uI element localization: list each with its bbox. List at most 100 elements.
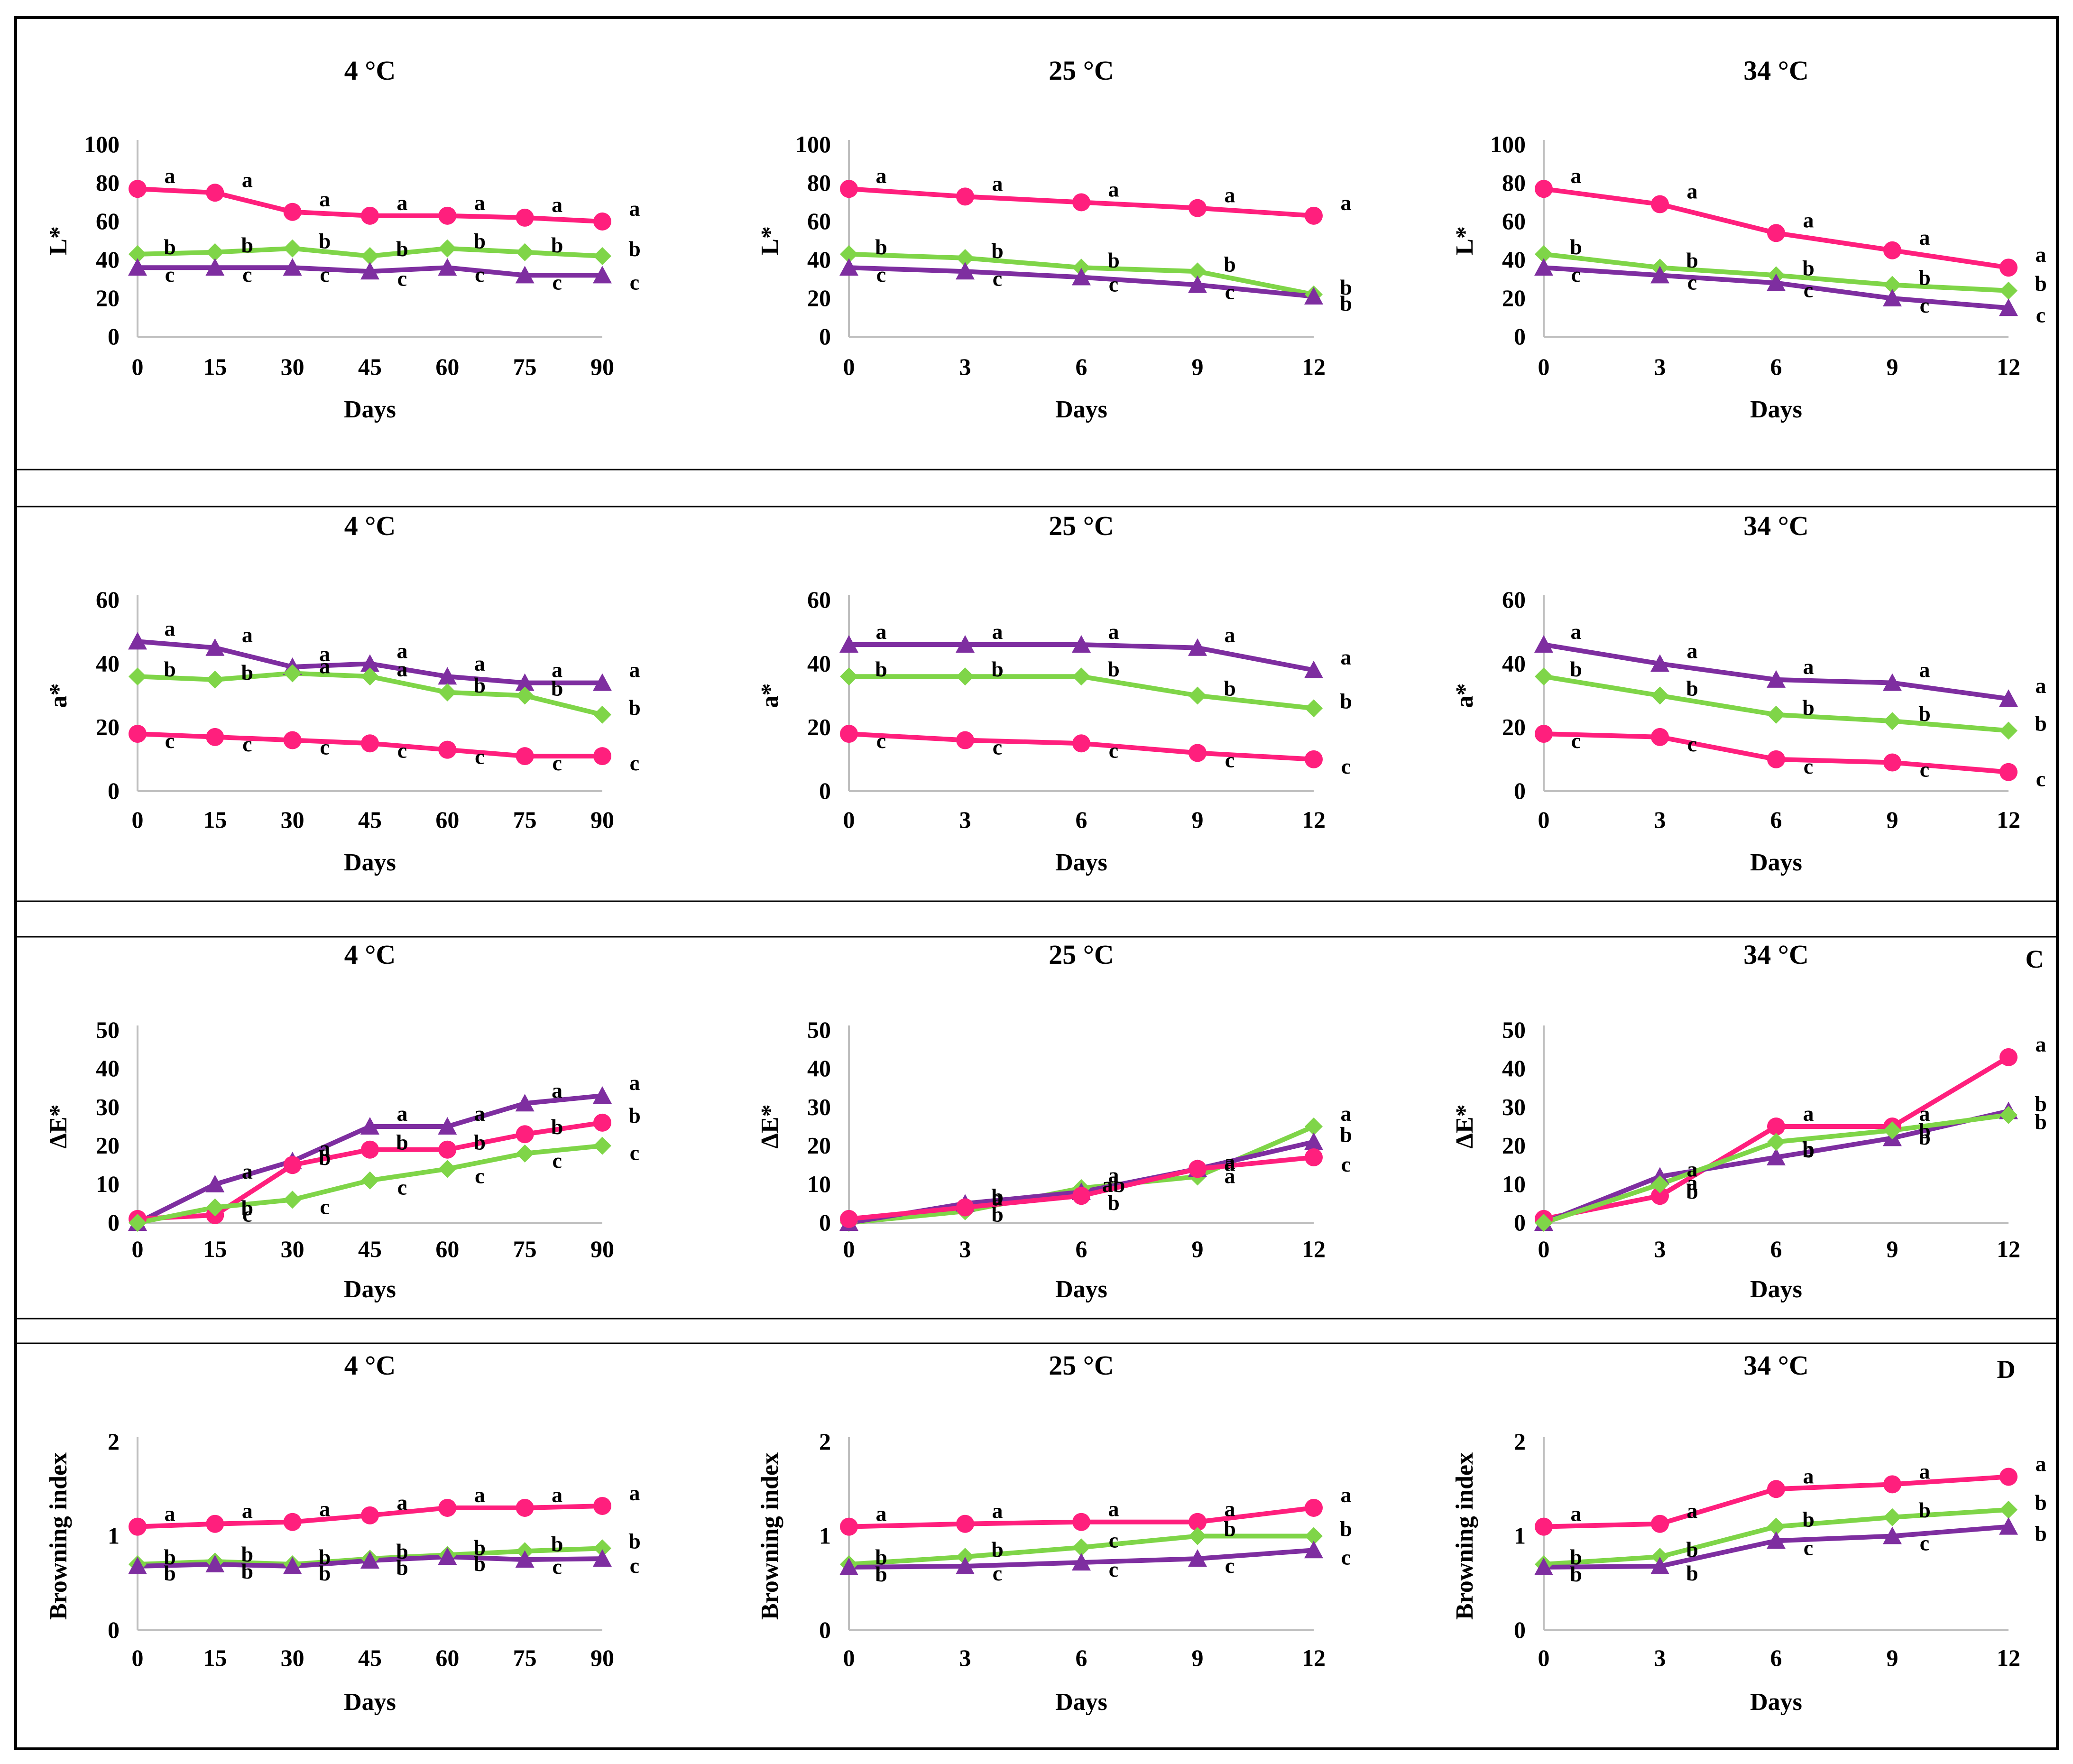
significance-letter: a — [2036, 1451, 2046, 1476]
significance-letter: b — [396, 1555, 408, 1579]
data-point — [1535, 1517, 1553, 1536]
significance-letter: b — [1107, 248, 1120, 272]
x-tick-label: 9 — [1887, 353, 1898, 380]
y-tick-label: 20 — [96, 285, 120, 311]
data-point — [360, 1117, 379, 1135]
data-point — [593, 212, 611, 231]
x-tick-label: 30 — [281, 806, 304, 833]
data-point — [1188, 638, 1207, 656]
significance-letter: a — [992, 171, 1003, 195]
significance-letter: b — [1340, 1122, 1352, 1146]
data-point — [1767, 1118, 1785, 1136]
significance-letter: b — [551, 233, 563, 257]
data-point — [1305, 750, 1323, 768]
data-point — [956, 731, 974, 749]
significance-letter: a — [1341, 191, 1352, 215]
x-tick-label: 9 — [1192, 1236, 1204, 1262]
data-point — [129, 1517, 147, 1536]
x-tick-label: 3 — [959, 1644, 971, 1671]
significance-letter: b — [1224, 676, 1236, 701]
data-point — [360, 262, 379, 280]
y-tick-label: 2 — [1514, 1428, 1526, 1455]
data-point — [1305, 1118, 1323, 1136]
significance-letter: b — [2035, 271, 2047, 296]
data-point — [593, 1549, 612, 1567]
data-point — [515, 266, 534, 284]
significance-letter: c — [475, 262, 484, 286]
y-tick-label: 10 — [807, 1171, 831, 1197]
significance-letter: b — [241, 233, 254, 257]
y-tick-label: 40 — [1502, 246, 1526, 273]
data-point — [593, 1539, 611, 1558]
data-point — [515, 673, 534, 691]
data-point — [206, 243, 224, 261]
data-point — [283, 731, 302, 749]
data-point — [839, 258, 858, 276]
significance-letter: b — [396, 1130, 408, 1154]
y-axis-label: a* — [45, 683, 72, 708]
chart-title: 34 °C — [1743, 510, 1809, 541]
significance-letter: b — [628, 1529, 641, 1553]
significance-letter: b — [474, 673, 486, 697]
significance-letter: b — [241, 1196, 254, 1220]
significance-letter: b — [319, 229, 331, 253]
significance-letter: a — [1108, 177, 1119, 202]
data-point — [361, 734, 379, 753]
data-point — [593, 1136, 611, 1155]
chart-title: 25 °C — [1049, 510, 1114, 541]
significance-letter: b — [164, 235, 176, 259]
y-tick-label: 20 — [96, 714, 120, 740]
chart-title: 34 °C — [1743, 1350, 1809, 1381]
significance-letter: a — [1571, 1502, 1582, 1526]
significance-letter: b — [875, 235, 887, 259]
significance-letter: b — [2035, 711, 2047, 735]
y-tick-label: 0 — [108, 1616, 120, 1643]
data-point — [1999, 298, 2018, 316]
data-point — [1999, 259, 2018, 277]
x-tick-label: 90 — [590, 1644, 614, 1671]
y-tick-label: 60 — [96, 208, 120, 234]
data-point — [438, 683, 457, 702]
significance-letter: b — [1686, 1537, 1698, 1561]
significance-letter: b — [319, 1561, 331, 1585]
chart-title: 4 °C — [344, 510, 396, 541]
x-tick-label: 60 — [435, 806, 459, 833]
y-tick-label: 50 — [1502, 1016, 1526, 1043]
significance-letter: c — [993, 735, 1002, 759]
y-tick-label: 0 — [1514, 777, 1526, 804]
x-tick-label: 6 — [1076, 353, 1087, 380]
significance-letter: a — [2036, 674, 2046, 698]
y-tick-label: 20 — [807, 714, 831, 740]
significance-letter: c — [1571, 729, 1581, 753]
significance-letter: a — [1687, 1171, 1698, 1195]
significance-letter: a — [474, 191, 485, 215]
data-point — [593, 1496, 611, 1515]
data-point — [361, 206, 379, 225]
significance-letter: c — [1571, 262, 1581, 286]
data-point — [129, 667, 147, 686]
significance-letter: a — [876, 619, 887, 644]
data-point — [206, 1515, 224, 1533]
significance-letter: c — [165, 729, 175, 753]
significance-letter: b — [1686, 1561, 1698, 1585]
x-axis-label: Days — [1750, 1276, 1802, 1303]
data-point — [1651, 686, 1669, 705]
significance-letter: b — [1570, 235, 1582, 259]
data-point — [1304, 660, 1323, 678]
data-point — [438, 206, 457, 225]
x-tick-label: 60 — [435, 1644, 459, 1671]
x-tick-label: 6 — [1770, 353, 1782, 380]
data-point — [1883, 753, 1901, 772]
significance-letter: a — [319, 187, 330, 211]
significance-letter: c — [1109, 1557, 1118, 1581]
x-tick-label: 9 — [1192, 806, 1204, 833]
y-tick-label: 20 — [807, 1132, 831, 1159]
significance-letter: b — [2035, 1110, 2047, 1134]
data-point — [1535, 1214, 1553, 1232]
data-point — [956, 262, 975, 280]
significance-letter: b — [396, 237, 408, 261]
significance-letter: a — [474, 651, 485, 675]
